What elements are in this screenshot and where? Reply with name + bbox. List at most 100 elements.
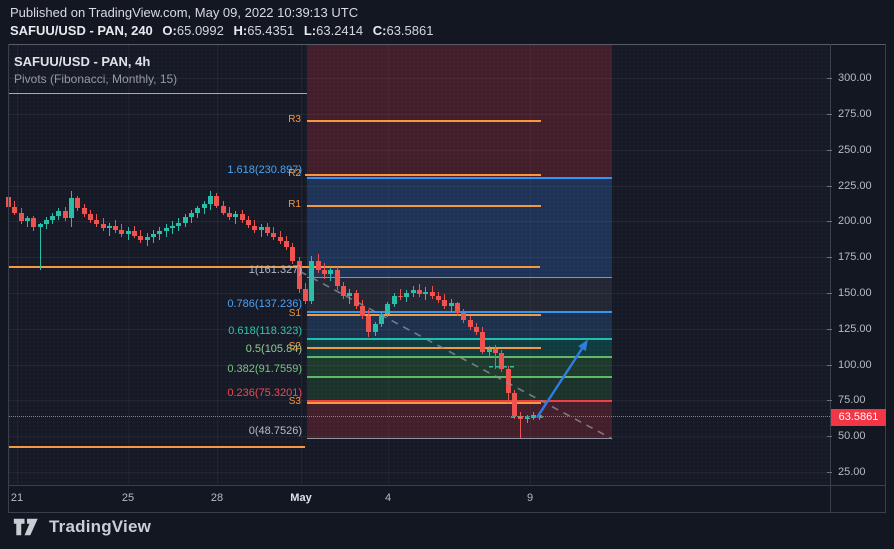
candle <box>322 270 327 275</box>
candle <box>506 368 511 394</box>
candle <box>417 290 422 295</box>
candle <box>227 212 232 217</box>
candle <box>493 348 498 354</box>
time-tick-4: 4 <box>384 492 392 504</box>
chart-top-border <box>8 44 886 45</box>
candle <box>328 270 333 275</box>
chart-legend[interactable]: SAFUU/USD - PAN, 4h Pivots (Fibonacci, M… <box>14 54 177 86</box>
candle <box>12 207 17 213</box>
candle <box>240 214 245 220</box>
candle <box>271 232 276 237</box>
fib-band-0 <box>307 44 612 177</box>
candle <box>487 348 492 352</box>
tradingview-logo-icon <box>13 518 38 536</box>
candle <box>480 331 485 352</box>
low-label: L: <box>303 23 317 38</box>
pivot-line <box>8 446 305 448</box>
fib-band-7 <box>307 399 612 438</box>
candle <box>398 295 403 298</box>
candle <box>63 211 68 219</box>
candle <box>119 229 124 235</box>
candle <box>436 295 441 301</box>
candle <box>512 393 517 417</box>
chart-plot-area[interactable] <box>8 44 830 485</box>
fib-line-0(48.7526) <box>307 438 612 439</box>
fib-line-0.618(118.323) <box>307 338 612 341</box>
vertical-gridline <box>17 44 18 485</box>
price-tick-50.00: 50.00 <box>838 430 866 443</box>
candle <box>208 195 213 205</box>
tradingview-logo[interactable]: TradingView <box>13 516 151 538</box>
candle <box>246 219 251 226</box>
low-value: 63.2414 <box>316 23 364 38</box>
candle <box>132 231 137 236</box>
candle <box>316 261 321 270</box>
candle <box>373 324 378 332</box>
close-value: 63.5861 <box>386 23 434 38</box>
pivot-line-S3 <box>307 402 541 404</box>
candle <box>461 313 466 321</box>
chart-right-border <box>885 44 886 512</box>
candle <box>202 204 207 209</box>
horizontal-gridline <box>8 113 830 115</box>
fib-label-1.618(230.897): 1.618(230.897) <box>227 164 302 176</box>
fib-label-1(161.327): 1(161.327) <box>248 263 302 276</box>
candle <box>404 292 409 298</box>
time-tick-May: May <box>290 492 312 504</box>
candle <box>468 320 473 328</box>
symbol-ohlc-line: SAFUU/USD - PAN, 240 O:65.0992 H:65.4351… <box>10 23 433 38</box>
candle <box>170 225 175 229</box>
chart-bottom-border <box>8 512 886 513</box>
candle <box>94 219 99 225</box>
time-axis-separator[interactable] <box>8 485 886 486</box>
candle <box>455 302 460 313</box>
price-tick-75.00: 75.00 <box>838 394 866 407</box>
candle-wick <box>109 222 110 236</box>
candle <box>366 315 371 332</box>
candle <box>82 208 87 215</box>
candle <box>50 215 55 220</box>
candle <box>499 353 504 369</box>
price-tickmark <box>827 364 832 366</box>
pivot-label-R3: R3 <box>288 114 301 125</box>
pivot-line-R3 <box>307 120 541 122</box>
horizontal-gridline <box>8 221 830 223</box>
horizontal-gridline <box>8 149 830 151</box>
vertical-gridline <box>388 44 389 485</box>
candle <box>38 224 43 227</box>
price-tickmark <box>827 185 832 187</box>
candle <box>449 302 454 306</box>
candle <box>385 304 390 315</box>
candle <box>297 261 302 289</box>
candle <box>290 247 295 262</box>
candle <box>44 219 49 225</box>
candle <box>69 198 74 219</box>
price-tick-275.00: 275.00 <box>838 107 872 120</box>
close-label: C: <box>372 23 387 38</box>
candle <box>233 214 238 217</box>
legend-indicator: Pivots (Fibonacci, Monthly, 15) <box>14 72 178 86</box>
fib-label-0.382(91.7559): 0.382(91.7559) <box>227 363 302 376</box>
fib-line-1.618(230.897) <box>307 177 612 179</box>
price-tickmark <box>827 472 832 473</box>
vertical-gridline <box>128 44 129 485</box>
price-tick-150.00: 150.00 <box>838 286 872 299</box>
pivot-line <box>8 266 540 268</box>
price-tick-250.00: 250.00 <box>838 143 872 156</box>
candle <box>309 261 314 302</box>
candle <box>525 417 530 419</box>
candle <box>183 217 188 223</box>
candle-wick <box>400 288 401 301</box>
candle-wick <box>349 288 350 305</box>
price-tickmark <box>827 78 832 79</box>
candle <box>151 234 156 238</box>
current-price-line <box>8 415 830 417</box>
pivot-line-R2 <box>305 174 541 176</box>
candle <box>265 227 270 233</box>
candle <box>259 227 264 230</box>
last-price-label: 63.5861 <box>831 408 886 426</box>
price-axis-separator[interactable] <box>830 44 831 512</box>
candle <box>176 222 181 226</box>
price-tickmark <box>827 149 832 151</box>
open-label: O: <box>162 23 177 38</box>
